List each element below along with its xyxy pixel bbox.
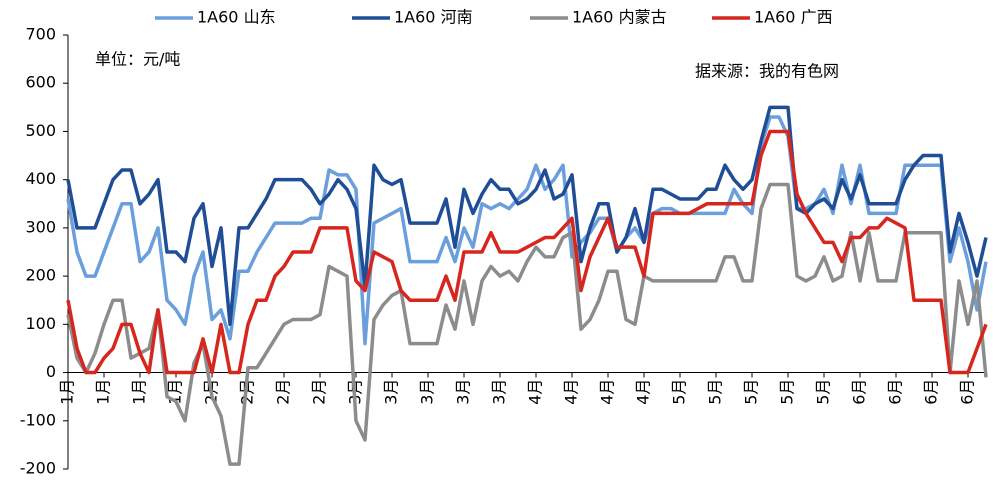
y-tick-label: 0 — [46, 362, 56, 381]
unit-note: 单位：元/吨 — [95, 50, 180, 69]
x-tick-label: 3月 — [454, 379, 473, 405]
x-tick-label: 1月 — [58, 379, 77, 405]
legend-label: 1A60 广西 — [754, 8, 833, 27]
x-tick-label: 3月 — [382, 379, 401, 405]
x-tick-label: 3月 — [490, 379, 509, 405]
x-tick-label: 4月 — [598, 379, 617, 405]
x-tick-label: 6月 — [886, 379, 905, 405]
x-tick-label: 2月 — [310, 379, 329, 405]
x-tick-label: 5月 — [706, 379, 725, 405]
y-tick-label: -200 — [20, 459, 56, 478]
x-tick-label: 1月 — [130, 379, 149, 405]
y-tick-label: 500 — [25, 121, 56, 140]
x-tick-label: 5月 — [670, 379, 689, 405]
x-tick-label: 5月 — [814, 379, 833, 405]
y-tick-label: -100 — [20, 410, 56, 429]
source-note: 据来源：我的有色网 — [695, 62, 839, 81]
y-tick-label: 200 — [25, 266, 56, 285]
x-tick-label: 5月 — [778, 379, 797, 405]
series-line — [66, 115, 988, 346]
x-tick-label: 6月 — [850, 379, 869, 405]
x-tick-label: 6月 — [958, 379, 977, 405]
x-tick-label: 1月 — [94, 379, 113, 405]
x-tick-label: 6月 — [922, 379, 941, 405]
x-tick-label: 2月 — [274, 379, 293, 405]
x-tick-label: 3月 — [418, 379, 437, 405]
y-tick-label: 100 — [25, 314, 56, 333]
legend-label: 1A60 河南 — [394, 8, 473, 27]
series-line — [66, 182, 988, 466]
y-tick-label: 600 — [25, 73, 56, 92]
legend-label: 1A60 内蒙古 — [572, 8, 667, 27]
y-tick-label: 400 — [25, 169, 56, 188]
x-tick-label: 5月 — [742, 379, 761, 405]
x-tick-label: 4月 — [526, 379, 545, 405]
x-tick-label: 4月 — [634, 379, 653, 405]
legend-label: 1A60 山东 — [197, 8, 276, 27]
x-tick-label: 4月 — [562, 379, 581, 405]
y-tick-label: 700 — [25, 25, 56, 44]
y-tick-label: 300 — [25, 217, 56, 236]
series-line — [66, 129, 988, 375]
series-line — [66, 105, 988, 327]
